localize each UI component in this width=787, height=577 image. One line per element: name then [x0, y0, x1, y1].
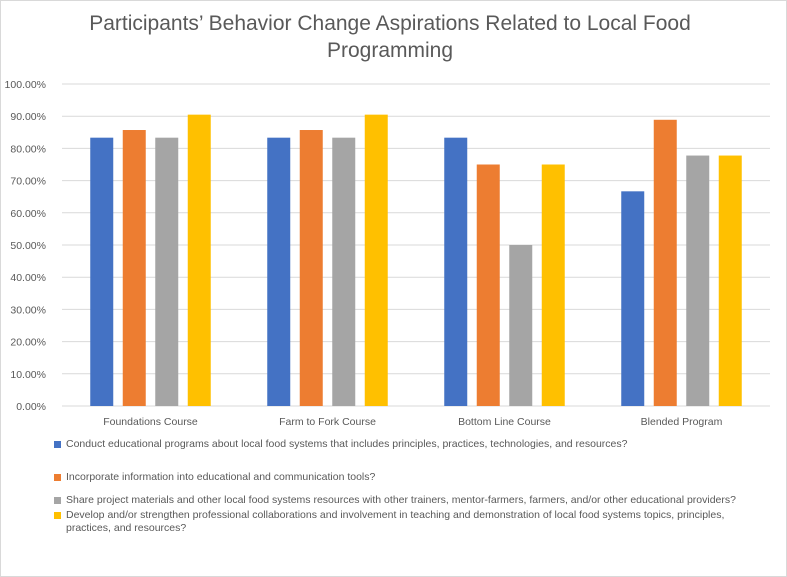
x-category-label: Bottom Line Course — [458, 416, 551, 428]
bar-2-1 — [122, 130, 146, 406]
y-tick-label: 40.00% — [10, 272, 46, 284]
bar-1-3 — [444, 137, 468, 406]
bar-1-4 — [621, 191, 645, 406]
y-tick-label: 90.00% — [10, 111, 46, 123]
bar-3-1 — [155, 137, 179, 406]
y-tick-label: 30.00% — [10, 304, 46, 316]
bar-2-2 — [299, 130, 323, 406]
legend-item: Conduct educational programs about local… — [54, 438, 744, 451]
legend-label: Develop and/or strengthen professional c… — [66, 509, 725, 534]
bar-3-3 — [509, 245, 533, 406]
x-category-label: Blended Program — [641, 416, 723, 428]
bar-3-2 — [332, 137, 356, 406]
y-tick-label: 10.00% — [10, 369, 46, 381]
y-tick-label: 20.00% — [10, 337, 46, 349]
chart-legend: Conduct educational programs about local… — [54, 438, 744, 535]
legend-label: Conduct educational programs about local… — [66, 438, 628, 450]
legend-label: Incorporate information into educational… — [66, 471, 376, 483]
legend-swatch — [54, 497, 61, 504]
bar-4-2 — [364, 114, 388, 406]
x-category-label: Foundations Course — [103, 416, 198, 428]
bar-2-3 — [476, 164, 500, 406]
y-tick-label: 60.00% — [10, 208, 46, 220]
bar-chart: 0.00% 10.00% 20.00% 30.00% 40.00% 50.00% 60.00… — [5, 79, 770, 428]
y-tick-label: 100.00% — [5, 79, 46, 91]
chart-title: Participants’ Behavior Change Aspiration… — [89, 12, 691, 62]
bar-4-1 — [187, 114, 211, 406]
legend-item: Share project materials and other local … — [54, 494, 744, 507]
x-category-label: Farm to Fork Course — [279, 416, 376, 428]
bar-4-4 — [718, 155, 742, 406]
legend-item: Incorporate information into educational… — [54, 471, 744, 484]
y-tick-label: 80.00% — [10, 143, 46, 155]
legend-swatch — [54, 474, 61, 481]
legend-swatch — [54, 441, 61, 448]
legend-label: Share project materials and other local … — [66, 494, 736, 506]
bar-1-2 — [267, 137, 291, 406]
bar-1-1 — [90, 137, 114, 406]
y-tick-label: 0.00% — [16, 401, 46, 413]
bar-3-4 — [686, 155, 710, 406]
legend-item: Develop and/or strengthen professional c… — [54, 509, 744, 535]
y-tick-label: 50.00% — [10, 240, 46, 252]
bar-2-4 — [653, 119, 677, 406]
bar-4-3 — [541, 164, 565, 406]
legend-swatch — [54, 512, 61, 519]
y-tick-label: 70.00% — [10, 176, 46, 188]
